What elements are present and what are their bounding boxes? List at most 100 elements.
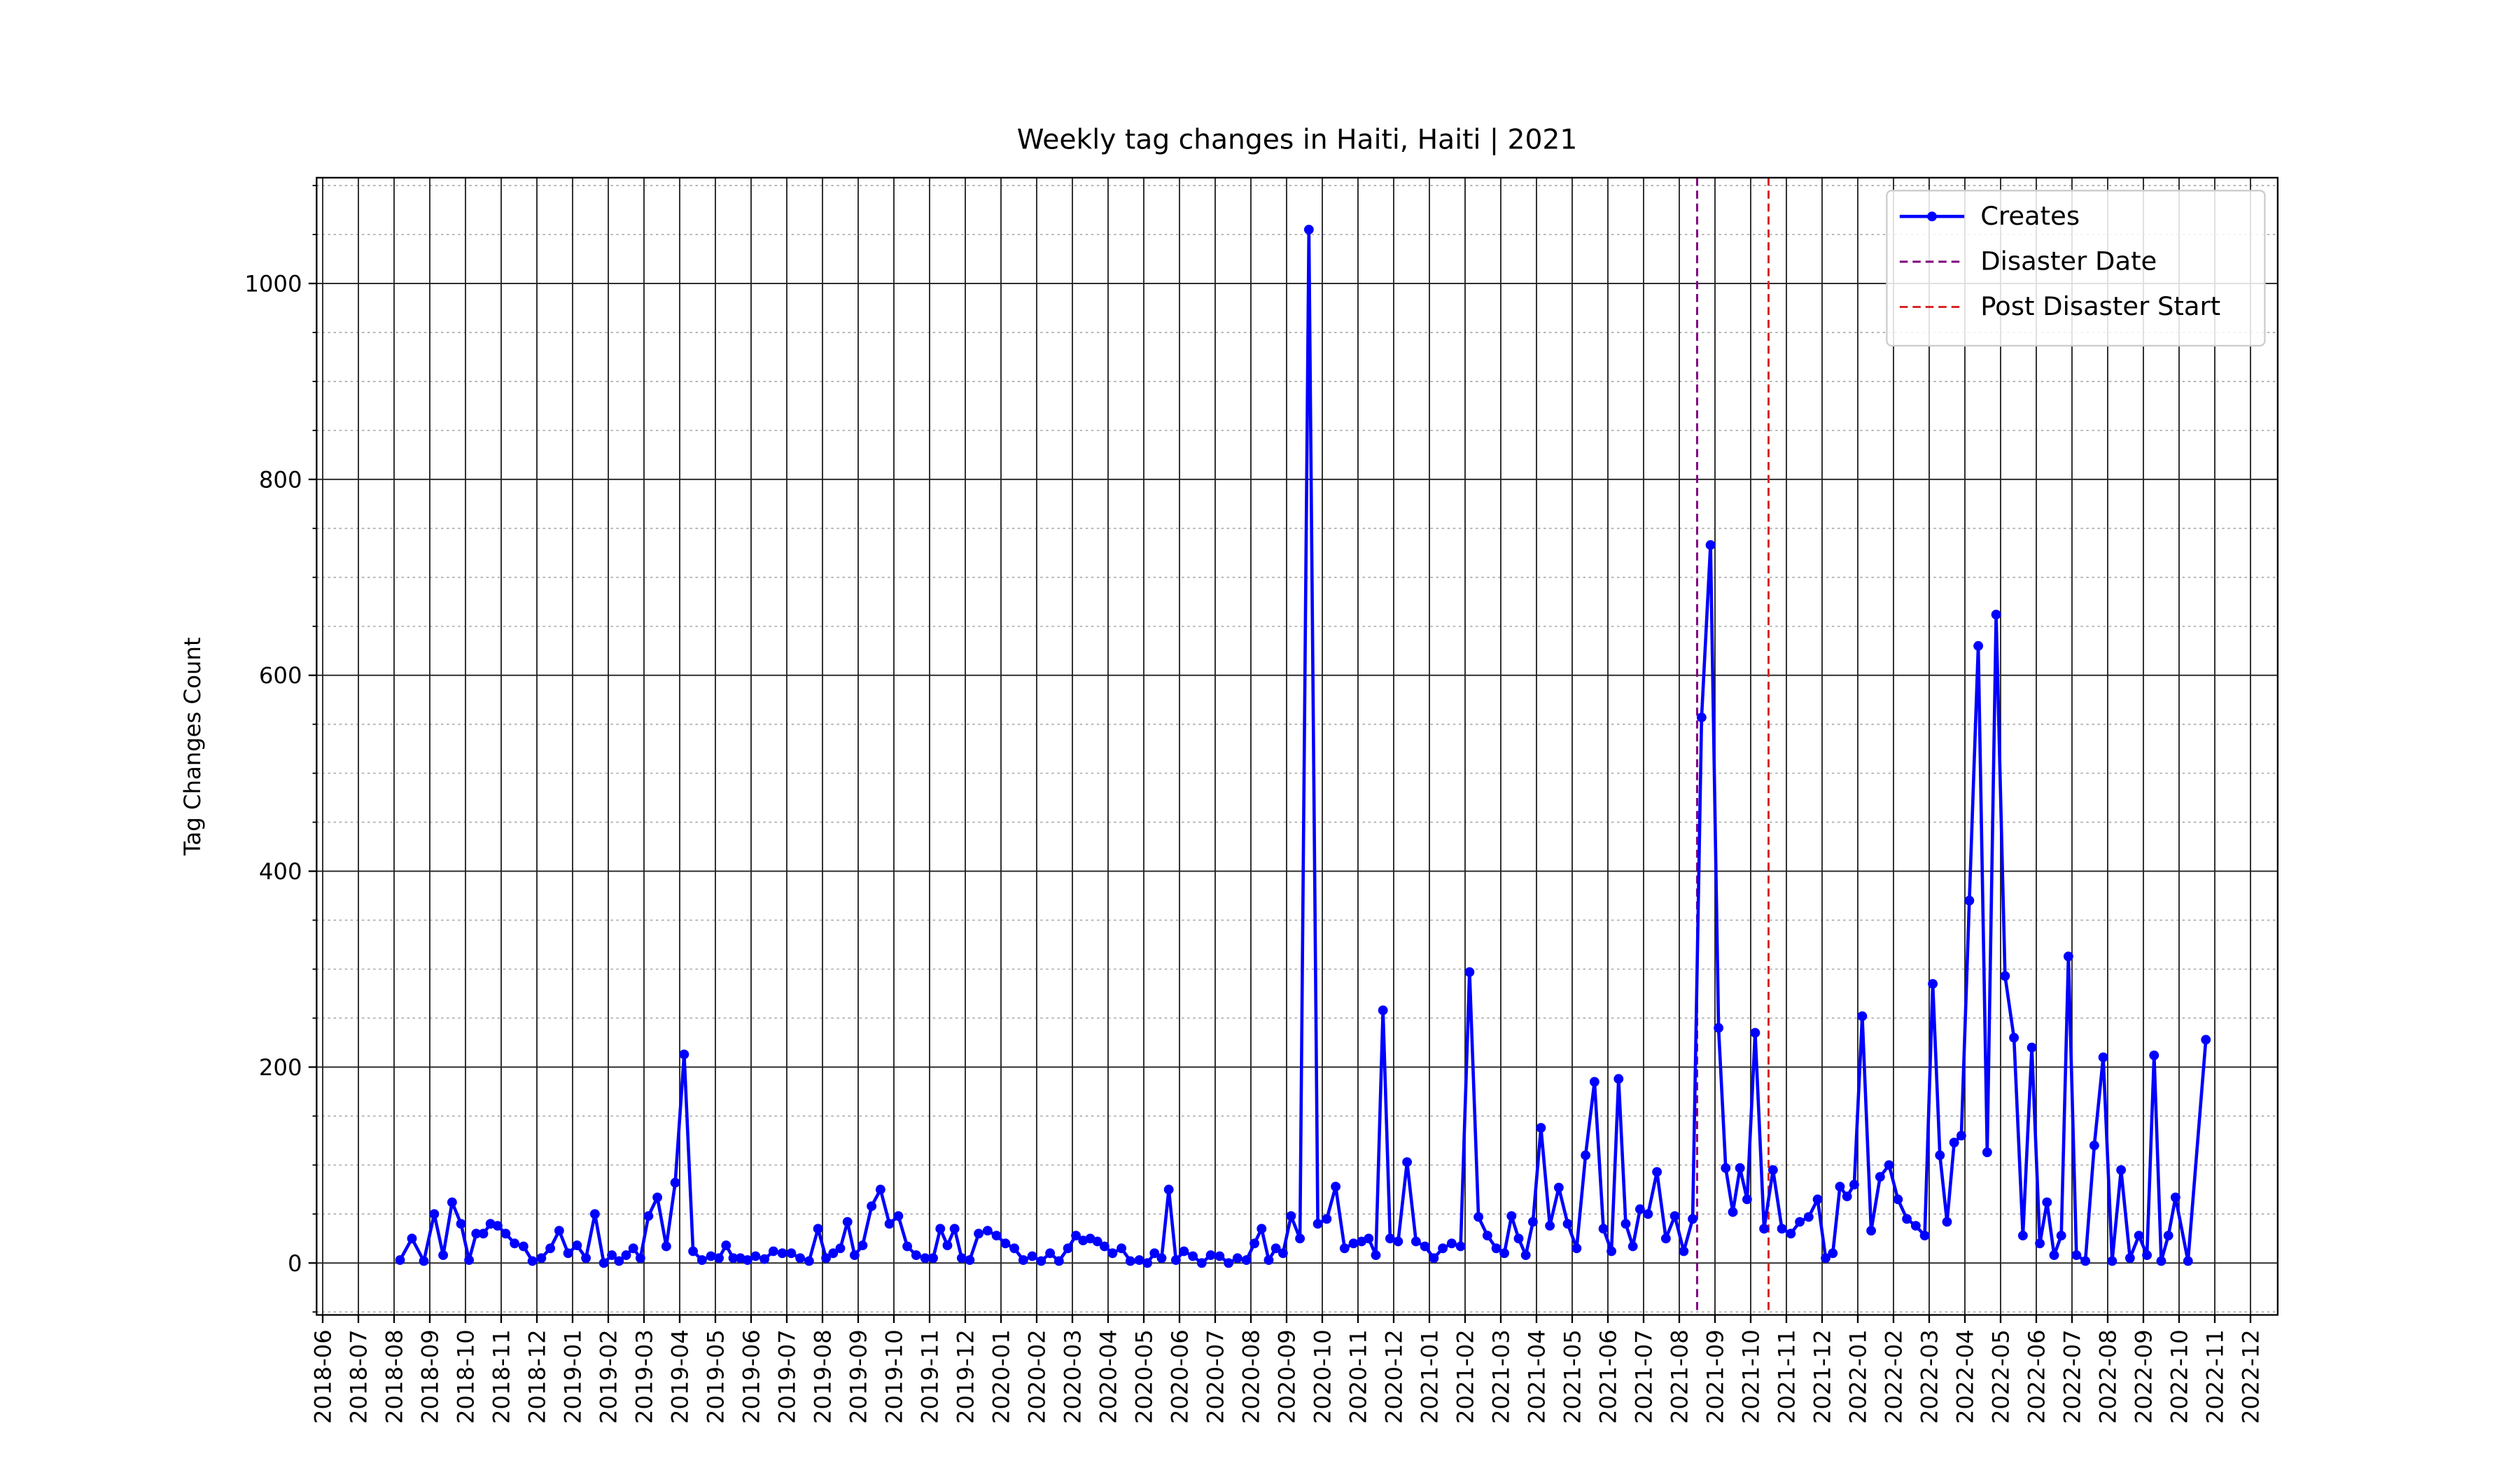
data-point [1893,1194,1903,1205]
data-point [1339,1243,1350,1254]
data-point [1688,1214,1698,1224]
data-point [607,1250,617,1261]
data-point [1170,1255,1181,1266]
data-point [1735,1163,1745,1173]
data-point [1232,1253,1242,1264]
data-point [2063,951,2073,962]
legend-box [1886,190,2266,346]
x-tick-label: 2019-08 [810,1329,836,1424]
data-point [563,1248,573,1259]
data-point [1241,1255,1252,1266]
data-point [1812,1194,1823,1205]
x-tick-label: 2019-11 [917,1329,944,1424]
x-tick-label: 2021-01 [1417,1329,1443,1424]
data-point [1149,1248,1160,1259]
data-point [661,1241,671,1252]
x-tick-label: 2022-08 [2095,1329,2122,1424]
data-point [2156,1256,2166,1266]
data-point [1982,1147,1992,1158]
data-point [1620,1219,1631,1229]
data-point [777,1248,788,1259]
data-point [1919,1231,1930,1241]
data-point [614,1256,624,1266]
data-point [1295,1233,1306,1244]
x-tick-label: 2018-07 [346,1329,372,1424]
x-tick-label: 2019-05 [703,1329,729,1424]
data-point [2042,1197,2052,1208]
data-point [902,1241,913,1252]
data-point [1331,1182,1341,1192]
x-tick-label: 2018-12 [524,1329,551,1424]
data-point [2056,1231,2066,1241]
data-point [982,1226,993,1236]
data-point [1142,1258,1153,1268]
x-tick-label: 2020-11 [1345,1329,1372,1424]
data-point [1728,1207,1738,1217]
data-point [2201,1035,2211,1045]
data-point [768,1246,778,1256]
data-point [1598,1224,1609,1234]
x-tick-label: 2022-09 [2131,1329,2157,1424]
data-point [1099,1241,1110,1252]
data-point [911,1250,921,1261]
data-point [1092,1236,1102,1247]
data-point [1679,1246,1689,1256]
data-point [1286,1211,1296,1222]
x-tick-label: 2020-03 [1060,1329,1086,1424]
data-point [492,1221,503,1231]
x-tick-label: 2022-01 [1845,1329,1872,1424]
x-tick-label: 2018-09 [417,1329,444,1424]
data-point [965,1255,975,1266]
data-point [1935,1150,1945,1161]
data-point [2080,1256,2091,1266]
legend: Creates Disaster Date Post Disaster Start [1886,190,2266,346]
data-point [974,1228,984,1239]
data-point [1964,895,1975,906]
data-point [1884,1160,1894,1170]
legend-label: Disaster Date [1980,246,2157,276]
data-point [1125,1256,1135,1266]
data-point [518,1241,528,1252]
data-point [1973,640,1984,651]
data-point [1643,1209,1653,1219]
data-point [1795,1217,1805,1227]
x-tick-label: 2020-05 [1131,1329,1158,1424]
data-point [419,1256,429,1266]
data-point [1371,1250,1381,1261]
data-point [1264,1255,1274,1266]
data-point [750,1251,761,1261]
x-tick-label: 2022-04 [1952,1329,1979,1424]
data-point [621,1250,631,1261]
data-point [1902,1214,1912,1224]
data-point [1188,1251,1198,1261]
x-tick-label: 2019-01 [560,1329,587,1424]
data-point [942,1240,953,1251]
x-tick-label: 2021-02 [1452,1329,1479,1424]
data-point [742,1255,752,1266]
data-point [688,1246,699,1256]
data-point [1491,1243,1502,1254]
data-point [1572,1243,1582,1254]
data-point [1410,1236,1421,1247]
data-point [598,1258,609,1268]
x-tick-label: 2019-02 [596,1329,622,1424]
data-point [804,1256,814,1266]
data-point [1214,1251,1225,1261]
data-point [2149,1050,2160,1060]
data-point [760,1254,770,1264]
data-point [1446,1238,1457,1249]
data-point [949,1224,960,1234]
data-point [2089,1140,2099,1151]
data-point [1402,1157,1413,1168]
x-tick-label: 2019-04 [667,1329,694,1424]
data-point [821,1253,832,1264]
data-point [510,1238,520,1249]
data-point [1721,1163,1731,1173]
data-point [893,1211,904,1222]
data-point [1589,1077,1600,1087]
data-point [696,1255,707,1266]
x-tick-label: 2020-10 [1310,1329,1336,1424]
data-point [858,1240,868,1251]
data-point [1312,1219,1323,1229]
data-point [795,1253,806,1264]
